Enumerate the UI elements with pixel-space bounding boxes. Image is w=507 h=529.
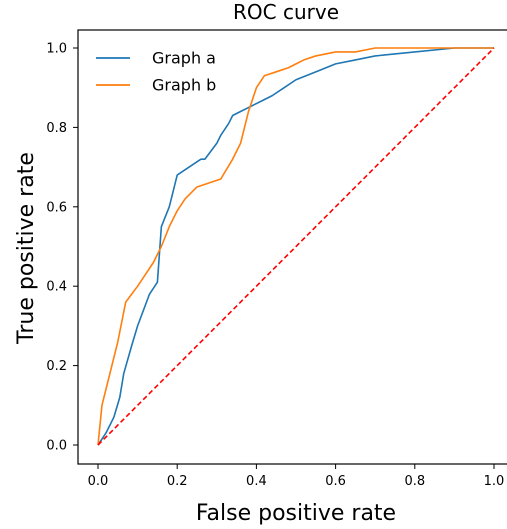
x-axis: 0.0 0.2 0.4 0.6 0.8 1.0 [88,464,505,489]
legend-label: Graph a [152,49,216,68]
y-tick-label: 0.4 [46,280,67,295]
series-line-diagonal-reference [97,47,495,446]
y-tick-label: 0.0 [46,439,67,454]
plot-frame [77,29,507,465]
y-tick-label: 0.2 [46,359,67,374]
legend-label: Graph b [152,76,216,95]
x-tick-label: 1.0 [484,474,505,489]
y-tick-label: 0.8 [46,121,67,136]
y-tick-label: 1.0 [46,42,67,57]
y-tick-label: 0.6 [46,200,67,215]
y-axis: 0.0 0.2 0.4 0.6 0.8 1.0 [46,42,78,454]
series-line-graph-a [97,47,494,446]
legend: Graph a Graph b [96,49,216,95]
y-axis-label: True positive rate [14,152,39,345]
x-tick-label: 0.4 [246,474,267,489]
x-tick-label: 0.0 [88,474,109,489]
plot-lines [97,47,495,446]
x-axis-label: False positive rate [196,501,396,526]
x-tick-label: 0.6 [325,474,346,489]
x-tick-label: 0.2 [167,474,188,489]
series-line-graph-b [97,47,494,446]
x-tick-label: 0.8 [404,474,425,489]
chart-title: ROC curve [233,0,339,24]
